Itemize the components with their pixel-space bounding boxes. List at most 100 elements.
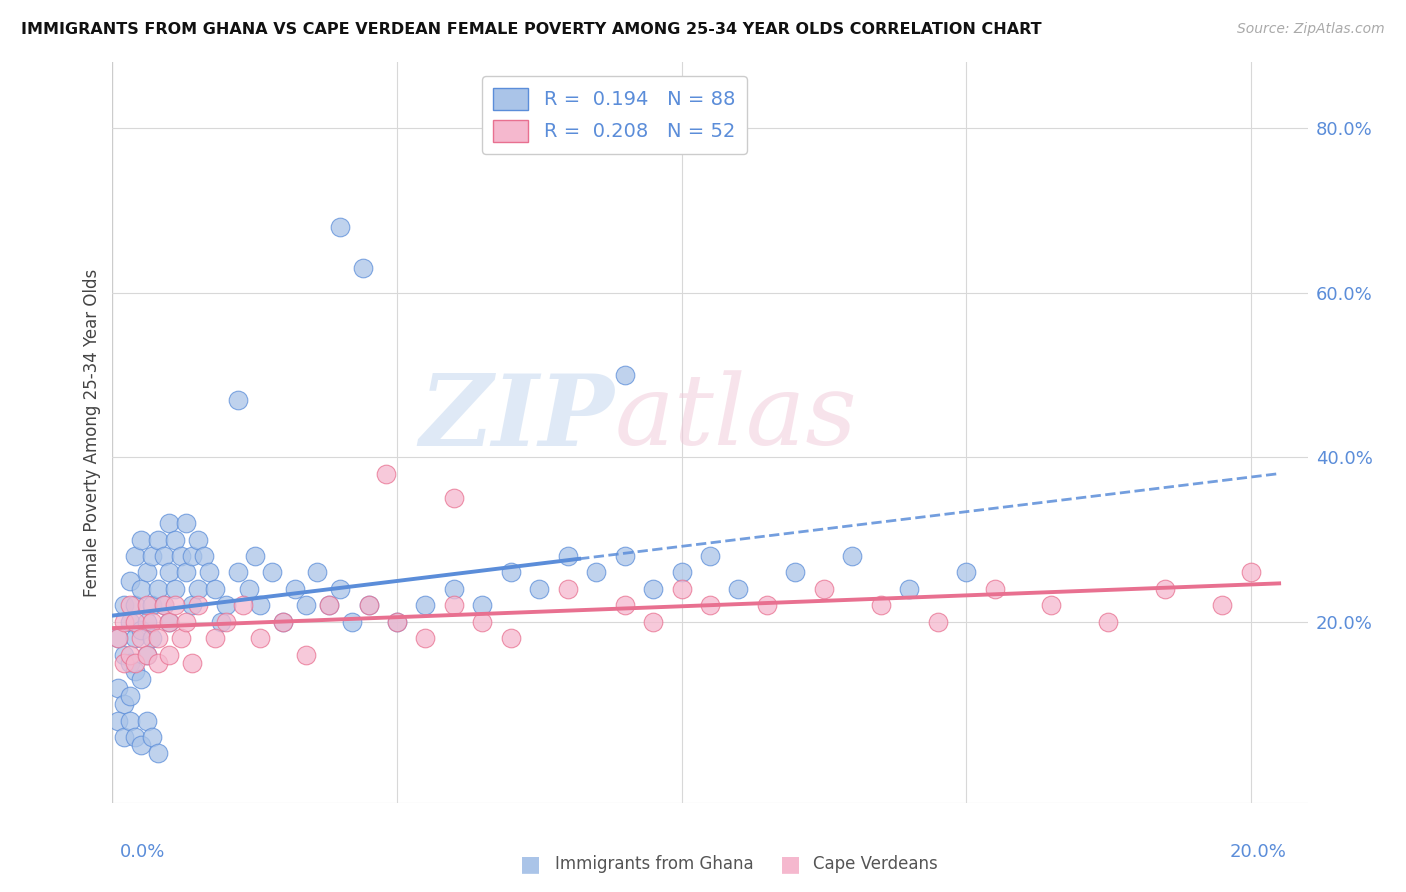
Point (613, 599, 636, 613)
Point (232, 599, 254, 613)
Point (129, 738, 152, 752)
Legend: R =  0.194   N = 88, R =  0.208   N = 52: R = 0.194 N = 88, R = 0.208 N = 52 (482, 76, 747, 153)
Point (118, 599, 141, 613)
Point (124, 599, 146, 613)
Text: ■: ■ (780, 855, 801, 874)
Point (415, 632, 437, 646)
Point (357, 599, 380, 613)
Point (107, 714, 129, 728)
Point (243, 549, 266, 563)
Point (157, 516, 180, 530)
Point (181, 549, 204, 563)
Point (385, 615, 408, 629)
Point (129, 533, 152, 547)
Point (585, 566, 607, 580)
Point (499, 632, 522, 646)
Point (135, 599, 157, 613)
Point (112, 697, 135, 711)
Text: 0.0%: 0.0% (120, 843, 165, 861)
Point (209, 615, 232, 629)
Point (157, 615, 180, 629)
Point (118, 615, 141, 629)
Point (699, 549, 721, 563)
Point (727, 582, 749, 596)
Point (157, 648, 180, 662)
Point (869, 599, 891, 613)
Point (107, 681, 129, 695)
Point (643, 582, 665, 596)
Point (170, 549, 193, 563)
Point (249, 599, 271, 613)
Point (129, 623, 152, 637)
Point (118, 689, 141, 703)
Point (204, 632, 226, 646)
Point (1097, 615, 1119, 629)
Point (249, 632, 271, 646)
Point (146, 747, 169, 761)
Point (157, 566, 180, 580)
Point (124, 632, 146, 646)
Point (118, 656, 141, 670)
Point (643, 615, 665, 629)
Point (415, 599, 437, 613)
Point (135, 566, 157, 580)
Point (215, 599, 238, 613)
Point (176, 615, 198, 629)
Point (181, 656, 204, 670)
Point (141, 730, 163, 744)
Text: 20.0%: 20.0% (1230, 843, 1286, 861)
Point (671, 582, 693, 596)
Point (176, 566, 198, 580)
Text: Cape Verdeans: Cape Verdeans (813, 855, 938, 872)
Point (613, 368, 636, 382)
Point (557, 582, 579, 596)
Point (193, 549, 215, 563)
Point (352, 261, 374, 276)
Point (107, 632, 129, 646)
Point (329, 219, 352, 234)
Point (146, 632, 169, 646)
Point (443, 491, 465, 506)
Text: Source: ZipAtlas.com: Source: ZipAtlas.com (1237, 22, 1385, 37)
Point (124, 615, 146, 629)
Point (181, 599, 204, 613)
Point (271, 615, 294, 629)
Point (141, 615, 163, 629)
Point (165, 582, 187, 596)
Point (124, 656, 146, 670)
Point (141, 599, 163, 613)
Point (499, 566, 522, 580)
Point (112, 599, 135, 613)
Text: ■: ■ (520, 855, 541, 874)
Point (307, 566, 329, 580)
Point (471, 599, 494, 613)
Point (146, 533, 169, 547)
Point (1154, 582, 1177, 596)
Point (755, 599, 778, 613)
Point (357, 599, 380, 613)
Y-axis label: Female Poverty Among 25-34 Year Olds: Female Poverty Among 25-34 Year Olds (83, 268, 101, 597)
Point (112, 656, 135, 670)
Point (238, 582, 260, 596)
Point (112, 615, 135, 629)
Point (187, 582, 209, 596)
Point (170, 632, 193, 646)
Point (112, 730, 135, 744)
Point (226, 392, 249, 407)
Point (107, 632, 129, 646)
Point (146, 656, 169, 670)
Point (271, 615, 294, 629)
Point (1040, 599, 1063, 613)
Point (983, 582, 1005, 596)
Point (141, 632, 163, 646)
Point (443, 582, 465, 596)
Text: Immigrants from Ghana: Immigrants from Ghana (555, 855, 754, 872)
Point (165, 599, 187, 613)
Point (204, 582, 226, 596)
Point (318, 599, 340, 613)
Point (129, 673, 152, 687)
Point (671, 566, 693, 580)
Point (124, 664, 146, 678)
Text: ZIP: ZIP (419, 369, 614, 466)
Point (295, 599, 318, 613)
